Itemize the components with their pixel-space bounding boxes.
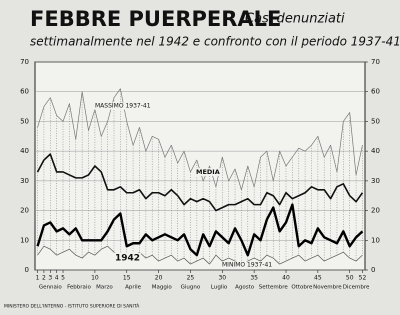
y2-tick-label: 0 (371, 266, 375, 274)
y2-tick-label: 50 (371, 117, 380, 125)
x-tick-label: 20 (155, 275, 163, 282)
annotation-bg (221, 261, 274, 269)
y-tick-label: 40 (20, 147, 29, 155)
month-label: Giugno (181, 285, 201, 291)
x-tick-label: 3 (48, 275, 52, 282)
x-tick-label: 35 (250, 275, 258, 282)
y2-tick-label: 60 (371, 88, 380, 96)
month-label: Marzo (96, 285, 113, 291)
x-tick-label: 40 (282, 275, 290, 282)
month-label: Ottobre (291, 285, 313, 291)
month-label: Aprile (125, 285, 142, 291)
y2-tick-label: 70 (371, 58, 380, 66)
month-label: Dicembre (343, 285, 370, 291)
month-label: Luglio (211, 285, 228, 291)
month-label: Gennaio (39, 285, 63, 291)
x-tick-label: 52 (359, 275, 367, 282)
series-line (37, 245, 363, 265)
annotation: MINIMO 1937-41 (222, 262, 272, 269)
x-tick-label: 50 (346, 275, 354, 282)
y-tick-label: 70 (20, 58, 29, 66)
y-tick-label: 60 (20, 88, 29, 96)
annotation-bg (114, 252, 142, 264)
annotation-bg (94, 102, 152, 110)
month-label: Novembre (313, 285, 342, 291)
annotation-bg (195, 168, 221, 176)
y-tick-label: 0 (25, 266, 29, 274)
month-label: Settembre (259, 285, 289, 291)
series-line (36, 153, 364, 212)
x-tick-label: 10 (91, 275, 99, 282)
y-tick-label: 30 (20, 177, 29, 185)
annotation: MEDIA (196, 168, 220, 176)
plot-area (34, 61, 366, 271)
annotation: 1942 (115, 254, 140, 264)
x-tick-label: 25 (187, 275, 195, 282)
x-tick-label: 5 (61, 275, 65, 282)
y2-tick-label: 10 (371, 236, 380, 244)
x-tick-label: 45 (314, 275, 322, 282)
chart-title: FEBBRE PUERPERALE (30, 7, 281, 31)
y-tick-label: 20 (20, 207, 29, 215)
x-tick-label: 2 (42, 275, 46, 282)
month-label: Febbraio (67, 285, 91, 291)
x-tick-label: 4 (55, 275, 59, 282)
x-tick-label: 1 (36, 275, 40, 282)
y2-tick-label: 40 (371, 147, 380, 155)
x-tick-label: 30 (218, 275, 226, 282)
y2-tick-label: 20 (371, 207, 380, 215)
series-line (36, 203, 364, 257)
annotation: MASSIMO 1937-41 (95, 103, 151, 110)
month-label: Agosto (235, 285, 255, 291)
y-tick-label: 50 (20, 117, 29, 125)
chart-subtitle: Casi denunziati (245, 12, 345, 27)
chart-subtitle: settimanalmente nel 1942 e confronto con… (30, 35, 400, 49)
y2-tick-label: 30 (371, 177, 380, 185)
x-tick-label: 15 (123, 275, 131, 282)
y-tick-label: 10 (20, 236, 29, 244)
footer: MINISTERO DELL'INTERNO - ISTITUTO SUPERI… (4, 303, 140, 310)
month-label: Maggio (152, 285, 173, 291)
